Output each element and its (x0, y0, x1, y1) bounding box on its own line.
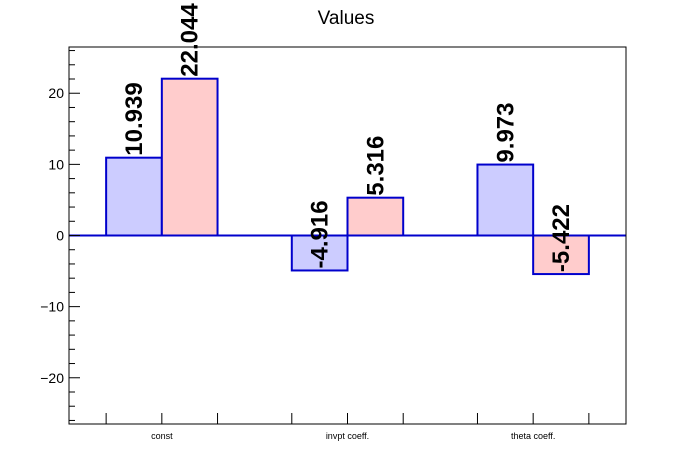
bar-series-2-1 (160, 77, 219, 237)
bar-series-2-3 (532, 234, 590, 276)
bars-layer (105, 77, 590, 276)
y-tick-label: 0 (56, 228, 64, 244)
data-label-series-1-2: -4.916 (307, 200, 334, 268)
chart-title: Values (318, 8, 375, 29)
data-label-series-1-1: 10.939 (121, 82, 148, 155)
y-tick-label: 10 (48, 156, 64, 172)
data-label-series-1-3: 9.973 (492, 102, 519, 162)
category-label: const (151, 431, 173, 441)
bar-series-1-2 (290, 234, 349, 272)
data-label-series-2-3: -5.422 (548, 204, 575, 272)
category-label: theta coeff. (511, 431, 555, 441)
bar-series-2-2 (346, 196, 405, 237)
data-label-series-2-2: 5.316 (362, 136, 389, 196)
y-tick-label: −10 (40, 299, 64, 315)
y-tick-label: 20 (48, 85, 64, 101)
category-label: invpt coeff. (326, 431, 369, 441)
data-label-series-2-1: 22.044 (177, 3, 204, 77)
y-tick-label: −20 (40, 370, 64, 386)
axes-layer: −20 −10 0 10 20 const invpt coeff. theta coeff. (40, 46, 627, 441)
bar-series-1-1 (105, 156, 163, 237)
labels-layer: 10.939 -4.916 9.973 22.044 5.316 -5.422 (121, 3, 575, 272)
bar-series-1-3 (476, 163, 535, 237)
